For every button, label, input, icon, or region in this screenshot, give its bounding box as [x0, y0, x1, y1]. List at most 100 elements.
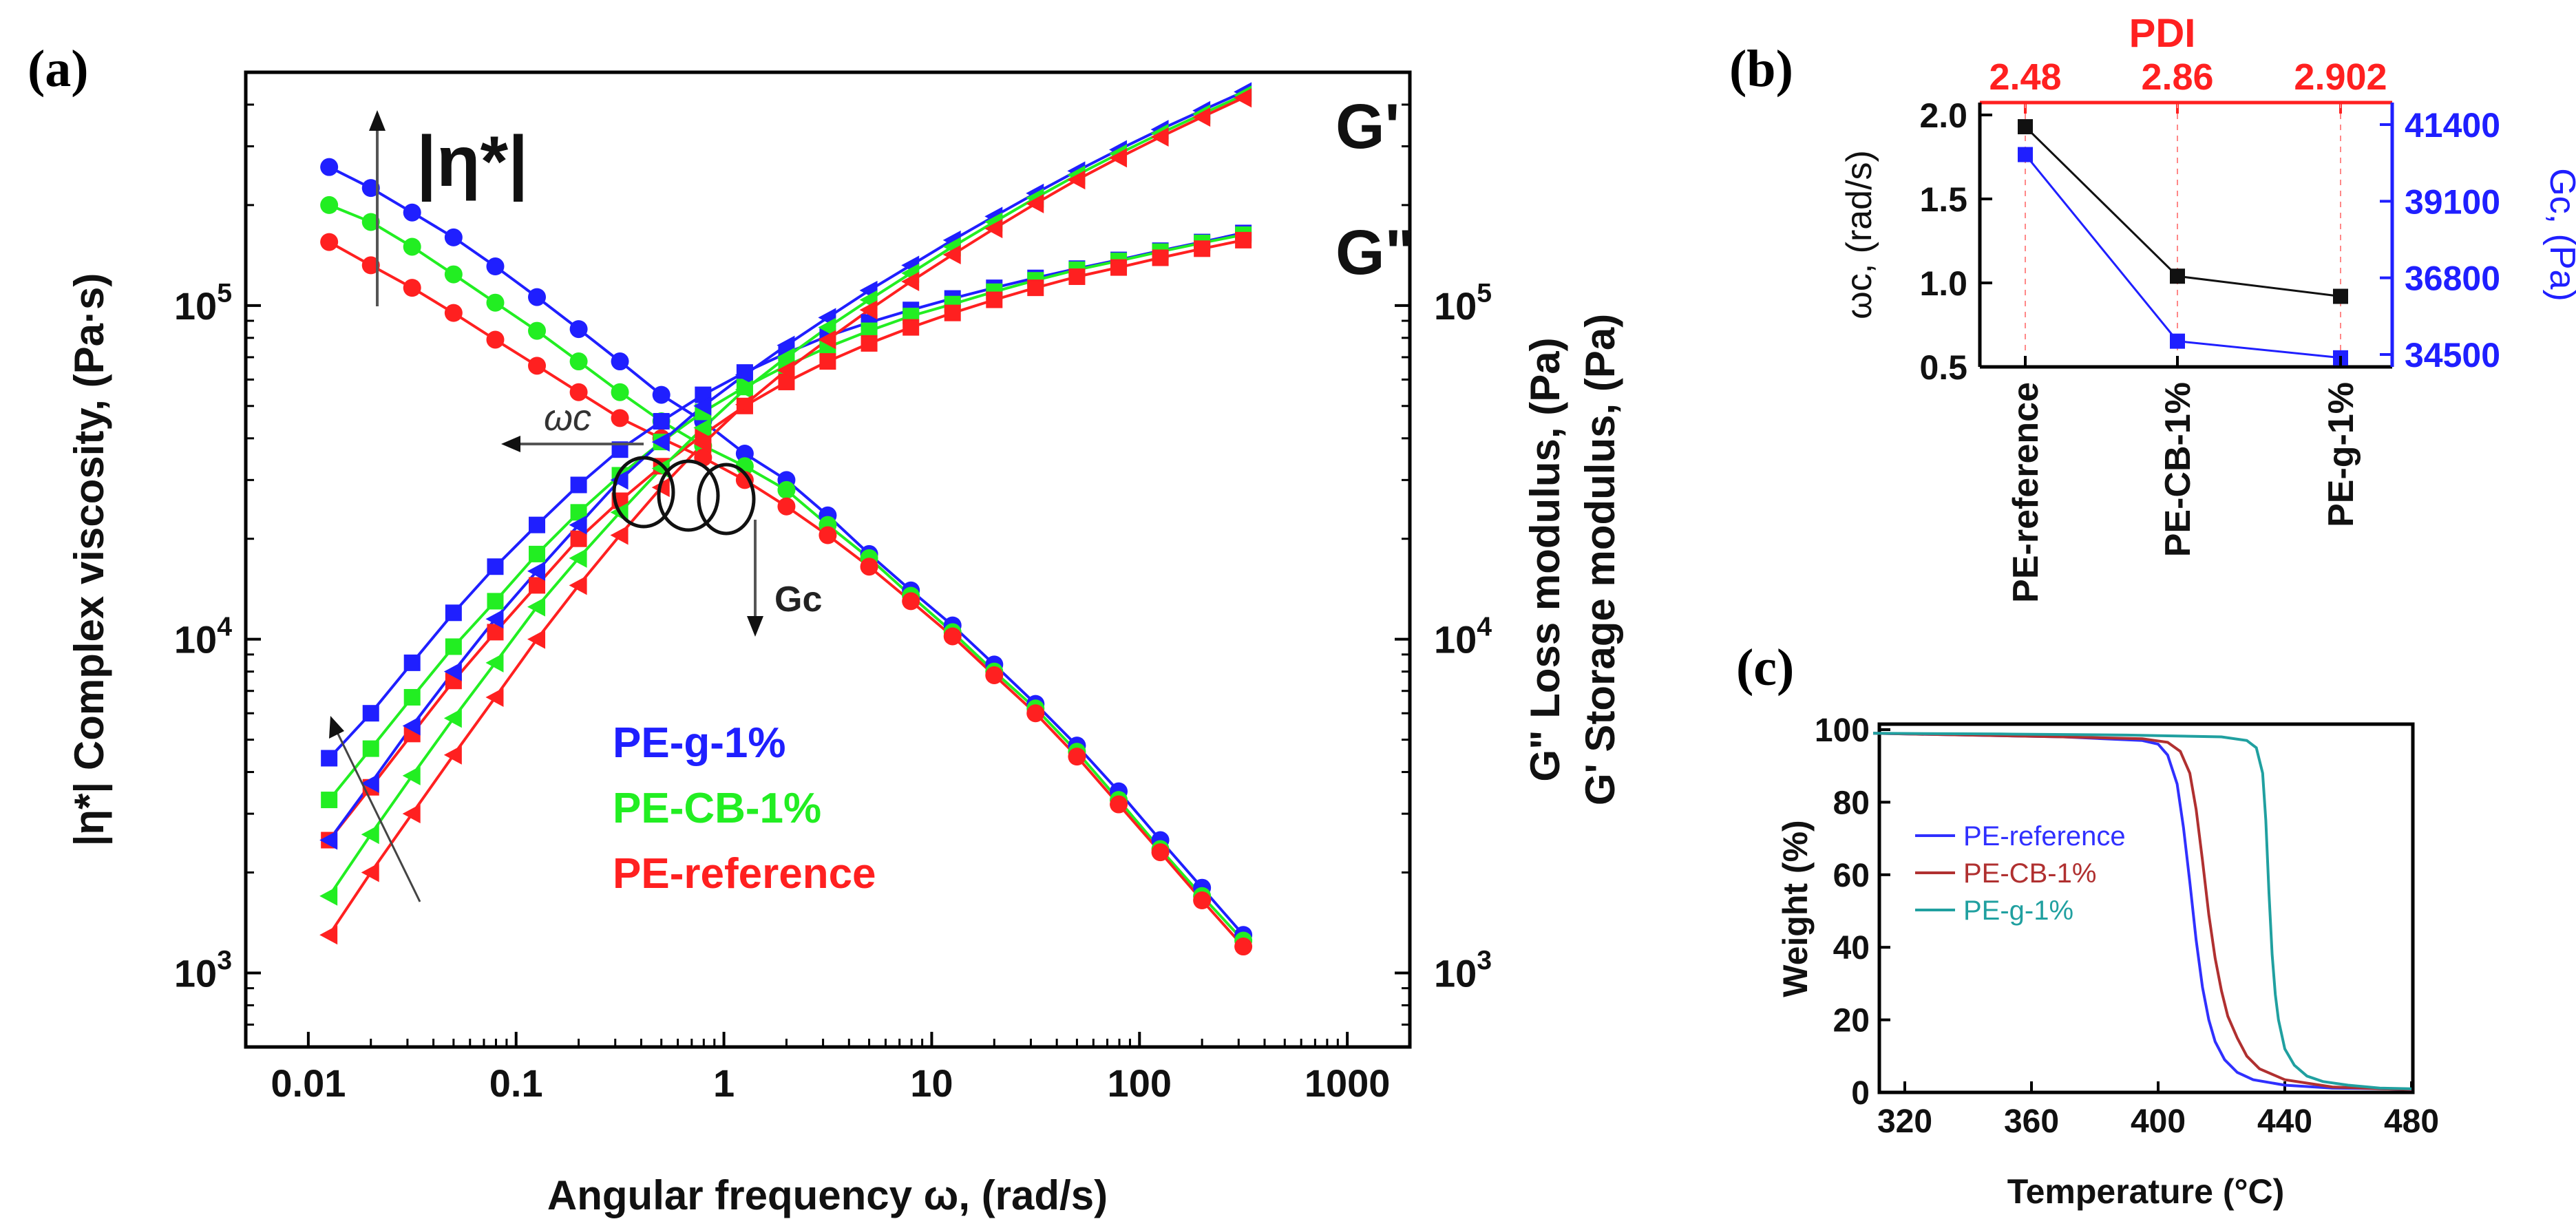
a-point-g-prime-pe-g-1 [610, 470, 629, 490]
a-point-eta-pe-reference [1068, 748, 1086, 766]
a-point-g-prime-pe-g-1 [485, 609, 504, 629]
a-point-eta-pe-g-1 [652, 385, 671, 404]
a-point-g-prime-pe-cb-1 [818, 317, 836, 337]
a-line-g-double-prime-pe-reference [328, 238, 1244, 841]
c-legend-label-pe-cb-1: PE-CB-1% [1963, 858, 2096, 889]
panel-b-label: (b) [1729, 40, 1793, 98]
a-point-eta-pe-reference [943, 627, 962, 646]
pdi-tick-label: 2.86 [2141, 56, 2213, 98]
a-point-g-prime-pe-g-1 [569, 515, 587, 535]
pdi-tick-label: 2.48 [1989, 56, 2061, 98]
c-legend-label-pe-reference: PE-reference [1963, 821, 2126, 851]
panel-c-y-axis-title: Weight (%) [1776, 820, 1815, 997]
a-point-eta-pe-reference [528, 357, 547, 375]
panel-a-y-axis-title-right-storage: G' Storage modulus, (Pa) [1577, 314, 1623, 805]
g-c-arrow-head [747, 616, 763, 637]
a-point-g-double-prime-pe-g-1 [403, 654, 421, 671]
panel-c-x-axis-title: Temperature (°C) [2007, 1172, 2284, 1211]
a-y-tick-left-label: 104 [174, 612, 232, 661]
a-point-eta-pe-g-1 [611, 352, 629, 371]
a-y-tick-right-label: 105 [1434, 279, 1492, 328]
legend-pe-g-1: PE-g-1% [613, 719, 785, 767]
a-point-g-double-prime-pe-g-1 [487, 558, 504, 575]
a-x-tick-label: 1000 [1305, 1061, 1391, 1105]
a-point-g-double-prime-pe-reference [944, 304, 961, 321]
a-y-tick-right-label: 103 [1434, 946, 1492, 995]
b-point-gc [2170, 333, 2185, 349]
a-point-g-prime-pe-reference [1150, 127, 1169, 147]
a-point-eta-pe-g-1 [735, 444, 754, 463]
a-point-g-double-prime-pe-cb-1 [487, 593, 504, 610]
series-order-arrow-shaft [335, 729, 421, 902]
a-point-eta-pe-g-1 [528, 288, 547, 306]
g-c-annotation: Gc [774, 580, 822, 620]
a-point-eta-pe-reference [611, 409, 629, 427]
a-point-eta-pe-cb-1 [361, 213, 380, 231]
pdi-tick-label: 2.902 [2294, 56, 2387, 98]
b-y-tick-right-label: 36800 [2405, 260, 2500, 298]
a-x-tick-label: 0.1 [489, 1061, 543, 1105]
category-label-pe-reference: PE-reference [2006, 382, 2046, 603]
a-point-g-double-prime-pe-reference [529, 577, 546, 594]
a-point-eta-pe-cb-1 [611, 383, 629, 401]
c-y-tick-label: 60 [1833, 858, 1870, 894]
a-point-eta-pe-g-1 [403, 203, 421, 222]
a-point-g-double-prime-pe-g-1 [445, 604, 462, 622]
a-point-g-double-prime-pe-reference [1194, 240, 1211, 257]
a-point-g-prime-pe-reference [777, 360, 795, 380]
a-point-g-prime-pe-reference [527, 629, 546, 649]
a-point-g-double-prime-pe-reference [1027, 279, 1044, 297]
a-point-g-prime-pe-g-1 [651, 432, 670, 452]
a-point-g-double-prime-pe-reference [1068, 268, 1086, 285]
a-point-g-prime-pe-cb-1 [777, 347, 795, 367]
a-point-eta-pe-reference [1026, 704, 1045, 723]
panel-a-x-ticks: 0.01 0.1 1 10 100 1000 [271, 1032, 1390, 1105]
a-point-g-double-prime-pe-g-1 [570, 476, 587, 494]
a-point-g-double-prime-pe-cb-1 [321, 792, 338, 809]
a-point-g-double-prime-pe-reference [861, 335, 878, 352]
a-point-eta-pe-reference [486, 330, 505, 349]
legend-pe-reference: PE-reference [613, 850, 876, 898]
a-point-g-prime-pe-reference [610, 525, 629, 545]
panel-c-plot-frame [1877, 722, 2415, 1094]
b-point-c [2333, 288, 2348, 304]
a-point-g-double-prime-pe-reference [986, 291, 1003, 308]
b-point-gc [2018, 147, 2033, 162]
a-point-g-prime-pe-cb-1 [735, 379, 753, 399]
a-point-g-prime-pe-reference [443, 745, 462, 765]
c-curve-pe-g-1 [1872, 732, 2412, 1090]
omega-c-arrow-head [501, 436, 520, 452]
a-point-g-double-prime-pe-reference [1110, 259, 1128, 276]
a-x-tick-label: 0.01 [271, 1061, 346, 1105]
a-point-eta-pe-reference [320, 233, 339, 251]
crossover-circle-1 [612, 456, 675, 529]
a-point-g-double-prime-pe-cb-1 [362, 740, 379, 757]
a-point-g-prime-pe-reference [984, 219, 1003, 239]
a-point-g-prime-pe-reference [485, 687, 504, 707]
c-legend-label-pe-g-1: PE-g-1% [1963, 896, 2073, 926]
a-point-g-prime-pe-reference [361, 862, 379, 882]
b-y-tick-left-label: 1.5 [1919, 180, 1967, 219]
a-point-g-prime-pe-reference [818, 330, 836, 350]
a-point-g-prime-pe-reference [1192, 107, 1211, 127]
a-point-eta-pe-reference [444, 304, 463, 322]
b-y-tick-right-label: 39100 [2405, 182, 2500, 221]
a-point-g-prime-pe-cb-1 [319, 886, 338, 906]
panel-a-plot-frame [244, 70, 1412, 1049]
b-line-gc [2024, 154, 2341, 359]
a-point-eta-pe-reference [1110, 795, 1128, 814]
a-point-eta-pe-cb-1 [528, 321, 547, 340]
c-x-tick-label: 480 [2384, 1103, 2439, 1140]
b-y-tick-left-label: 0.5 [1919, 348, 1967, 387]
a-point-g-double-prime-pe-reference [819, 353, 836, 370]
omega-c-annotation: ωc [544, 397, 591, 438]
panel-a-series-markers [319, 82, 1253, 956]
a-point-g-prime-pe-reference [859, 300, 878, 320]
a-point-g-prime-pe-g-1 [527, 561, 546, 581]
c-y-tick-label: 0 [1851, 1075, 1870, 1112]
b-y-tick-left-label: 2.0 [1919, 96, 1967, 135]
a-point-g-prime-pe-cb-1 [527, 597, 546, 617]
panel-b-y-axis-title-right: Gc, (Pa) [2542, 168, 2576, 301]
c-x-tick-label: 440 [2257, 1103, 2312, 1140]
a-point-eta-pe-reference [1193, 891, 1212, 910]
